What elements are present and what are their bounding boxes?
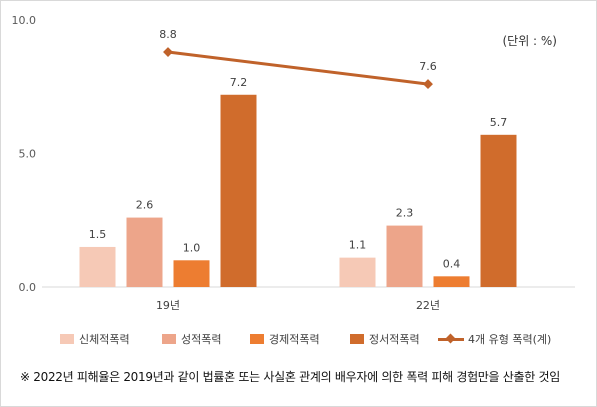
bar-data-label: 7.2 — [230, 76, 248, 89]
legend-item-physical: 신체적폭력 — [60, 331, 130, 347]
bar-3-2 — [433, 276, 470, 287]
legend-swatch-emotional — [350, 334, 364, 344]
bar-data-label: 1.1 — [349, 239, 367, 252]
total-line — [167, 50, 429, 86]
legend-item-sexual: 성적폭력 — [162, 331, 221, 347]
bar-2-2 — [386, 225, 423, 287]
bar-data-label: 2.3 — [396, 207, 414, 220]
y-tick-label: 10.0 — [12, 14, 37, 27]
bar-data-label: 1.5 — [89, 228, 107, 241]
legend-label-total: 4개 유형 폭력(계) — [468, 333, 552, 346]
bar-data-label: 5.7 — [490, 116, 508, 129]
total-data-label: 7.6 — [419, 60, 437, 73]
legend-label-physical: 신체적폭력 — [79, 333, 130, 346]
legend-swatch-sexual — [162, 334, 176, 344]
total-marker-2 — [423, 79, 433, 90]
legend-swatch-economic — [250, 334, 264, 344]
legend-label-sexual: 성적폭력 — [181, 333, 222, 346]
y-tick-label: 5.0 — [19, 148, 37, 161]
bar-data-label: 1.0 — [183, 241, 201, 254]
chart-legend: 신체적폭력 성적폭력 경제적폭력 정서적폭력 4개 유형 폭력(계) — [60, 331, 580, 347]
bar-3-1 — [173, 260, 210, 287]
y-tick-label: 0.0 — [19, 281, 37, 294]
total-marker-1 — [163, 47, 173, 57]
x-tick-label: 22년 — [416, 299, 440, 312]
x-tick-label: 19년 — [156, 299, 180, 312]
total-data-label: 8.8 — [159, 28, 177, 41]
bar-1-2 — [339, 257, 376, 287]
legend-label-economic: 경제적폭력 — [269, 333, 320, 346]
legend-item-total: 4개 유형 폭력(계) — [438, 331, 551, 347]
legend-swatch-physical — [60, 334, 74, 344]
bar-1-1 — [79, 246, 116, 287]
legend-label-emotional: 정서적폭력 — [369, 333, 420, 346]
unit-label: (단위 : %) — [502, 34, 557, 48]
bar-2-1 — [126, 217, 163, 287]
legend-item-emotional: 정서적폭력 — [350, 331, 420, 347]
legend-line-total — [438, 334, 464, 344]
bar-data-label: 0.4 — [443, 257, 461, 270]
bar-data-label: 2.6 — [136, 199, 154, 212]
bar-4-1 — [220, 94, 257, 287]
bar-4-2 — [480, 134, 517, 287]
legend-item-economic: 경제적폭력 — [250, 331, 320, 347]
footnote: ※ 2022년 피해율은 2019년과 같이 법률혼 또는 사실혼 관계의 배우… — [20, 370, 561, 384]
